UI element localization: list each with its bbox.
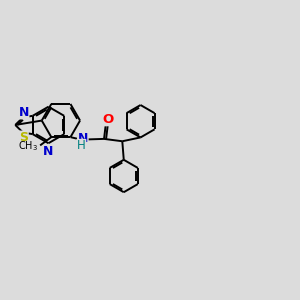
- Text: H: H: [77, 140, 86, 152]
- Text: S: S: [19, 131, 28, 144]
- Text: N: N: [43, 145, 54, 158]
- Text: N: N: [78, 132, 88, 145]
- Text: O: O: [102, 113, 113, 126]
- Text: CH$_3$: CH$_3$: [18, 140, 38, 154]
- Text: N: N: [19, 106, 29, 119]
